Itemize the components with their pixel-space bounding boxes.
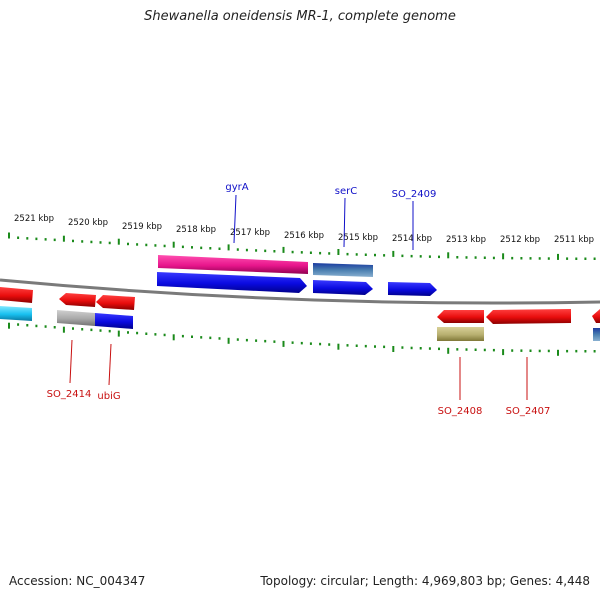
inner-tick-row [8,322,596,356]
gene-arrow-SO_2407[interactable] [486,309,571,324]
gene-arrow-red-2[interactable] [96,295,135,310]
topology-text: Topology: circular; Length: 4,969,803 bp… [260,574,590,588]
gene-arrow-red-1[interactable] [59,293,96,307]
gene-arrow-SO_2409[interactable] [388,282,437,296]
gene-arrow-serC[interactable] [313,280,373,295]
forward-features [0,255,437,310]
leader-ubiG [108,343,112,386]
gene-label-SO_2414[interactable]: SO_2414 [47,389,92,400]
ruler-label-2511: 2511 kbp [554,235,594,245]
ruler-label-2515: 2515 kbp [338,233,378,243]
ruler-label-2517: 2517 kbp [230,228,270,238]
gene-label-gyrA[interactable]: gyrA [225,182,248,193]
ruler-label-2521: 2521 kbp [14,214,54,224]
leader-gyrA [233,194,237,244]
label-leaders [69,194,528,400]
gene-arrow-ubiG[interactable] [95,313,133,329]
ruler-labels: 2521 kbp 2520 kbp 2519 kbp 2518 kbp 2517… [14,214,594,245]
gene-feature-olive[interactable] [437,327,484,341]
ruler-label-2516: 2516 kbp [284,231,324,241]
ruler-label-2518: 2518 kbp [176,225,216,235]
gene-feature-gray[interactable] [57,310,95,326]
genome-backbone [0,278,600,305]
ruler-label-2514: 2514 kbp [392,234,432,244]
gene-arrow-red-right-edge[interactable] [592,309,600,323]
ruler-label-2520: 2520 kbp [68,218,108,228]
reverse-features [0,306,600,341]
gene-label-SO_2409[interactable]: SO_2409 [392,189,437,200]
leader-serC [343,197,346,248]
gene-feature-cyan[interactable] [0,306,32,321]
ruler-label-2519: 2519 kbp [122,222,162,232]
outer-tick-row [8,232,596,260]
gene-arrow-SO_2408[interactable] [437,310,484,323]
leader-SO_2414 [69,339,73,384]
ruler-label-2513: 2513 kbp [446,235,486,245]
gene-label-SO_2407[interactable]: SO_2407 [506,406,551,417]
gene-arrow-gyrA[interactable] [157,272,307,293]
gene-arrow-red-left-edge[interactable] [0,287,33,303]
gene-label-SO_2408[interactable]: SO_2408 [438,406,483,417]
gene-feature-steel-right-edge[interactable] [593,328,600,341]
gene-label-ubiG[interactable]: ubiG [97,391,120,402]
ruler-label-2512: 2512 kbp [500,235,540,245]
gene-feature-steel[interactable] [313,263,373,277]
gene-feature-magenta[interactable] [158,255,308,274]
accession-text: Accession: NC_004347 [9,574,146,588]
gene-label-serC[interactable]: serC [335,186,357,197]
gene-labels: gyrA serC SO_2409 SO_2414 ubiG SO_2408 S… [47,182,551,417]
page-title: Shewanella oneidensis MR-1, complete gen… [144,9,456,24]
